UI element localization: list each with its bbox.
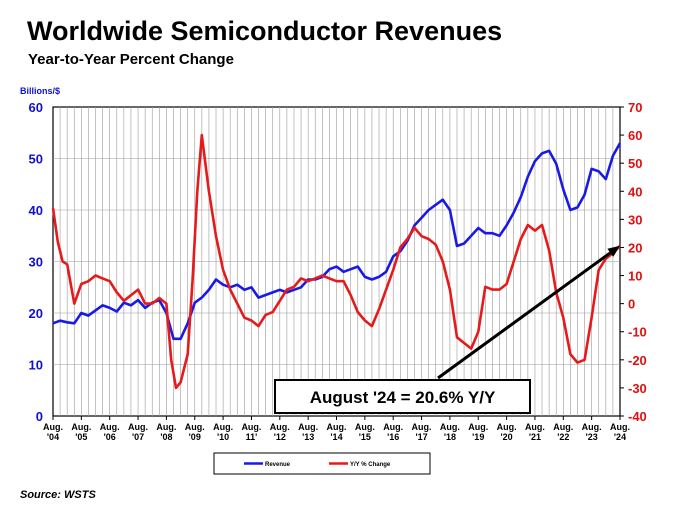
x-axis-ticks: Aug.'04Aug.'05Aug.'06Aug.'07Aug.'08Aug.'…	[43, 416, 630, 442]
left-tick-label: 20	[29, 306, 43, 321]
x-tick-label-year: '20	[501, 432, 513, 442]
right-axis-ticks: -40 -30 -20 -10 0 10 20 30 40 50 60 70	[620, 100, 647, 424]
left-tick-label: 40	[29, 203, 43, 218]
x-tick-label-month: Aug.	[383, 422, 403, 432]
annotation-box	[274, 379, 531, 414]
right-tick-label: 10	[628, 269, 642, 284]
annotation: August '24 = 20.6% Y/Y	[274, 245, 620, 414]
right-tick-label: 40	[628, 184, 642, 199]
x-tick-label-month: Aug.	[298, 422, 318, 432]
x-tick-label-year: '17	[415, 432, 427, 442]
right-tick-label: -30	[628, 381, 647, 396]
chart-subtitle: Year-to-Year Percent Change	[28, 51, 234, 68]
x-tick-label-month: Aug.	[582, 422, 602, 432]
x-tick-label-month: Aug.	[156, 422, 176, 432]
right-tick-label: 70	[628, 100, 642, 115]
x-tick-label-month: Aug.	[100, 422, 120, 432]
series-line-revenue	[52, 142, 622, 341]
left-tick-label: 50	[29, 152, 43, 167]
right-tick-label: 30	[628, 212, 642, 227]
x-tick-label-year: '19	[472, 432, 484, 442]
x-tick-label-month: Aug.	[213, 422, 233, 432]
left-tick-label: 0	[36, 409, 43, 424]
series-layer	[51, 133, 622, 390]
x-tick-label-year: '21	[529, 432, 541, 442]
x-tick-label-year: '14	[330, 432, 342, 442]
right-tick-label: 20	[628, 240, 642, 255]
x-tick-label-year: '12	[274, 432, 286, 442]
x-tick-label-year: '22	[557, 432, 569, 442]
source-note: Source: WSTS	[20, 489, 96, 501]
x-tick-label-year: '08	[160, 432, 172, 442]
x-tick-label-month: Aug.	[497, 422, 517, 432]
annotation-arrow	[437, 251, 612, 380]
x-tick-label-month: Aug.	[241, 422, 261, 432]
x-tick-label-month: Aug.	[525, 422, 545, 432]
x-tick-label-year: '16	[387, 432, 399, 442]
x-tick-label-month: Aug.	[270, 422, 290, 432]
legend-label-revenue: Revenue	[265, 462, 291, 468]
annotation-arrowhead	[607, 245, 620, 257]
x-tick-label-month: Aug.	[412, 422, 432, 432]
left-tick-label: 60	[29, 100, 43, 115]
x-tick-label-year: 11'	[246, 432, 258, 442]
annotation-text: August '24 = 20.6% Y/Y	[310, 388, 496, 407]
left-tick-label: 10	[29, 358, 43, 373]
legend: Revenue Y/Y % Change	[213, 452, 431, 475]
left-axis-ticks: 0 10 20 30 40 50 60	[29, 100, 43, 424]
legend-label-yy-change: Y/Y % Change	[350, 462, 391, 468]
x-tick-label-month: Aug.	[468, 422, 488, 432]
x-tick-label-month: Aug.	[553, 422, 573, 432]
right-tick-label: -10	[628, 325, 647, 340]
x-tick-label-month: Aug.	[71, 422, 91, 432]
x-tick-label-year: '24	[614, 432, 626, 442]
horizontal-gridlines	[53, 158, 620, 365]
x-tick-label-month: Aug.	[440, 422, 460, 432]
x-tick-label-month: Aug.	[355, 422, 375, 432]
x-tick-label-year: '07	[132, 432, 144, 442]
x-tick-label-year: '06	[104, 432, 116, 442]
legend-box	[213, 452, 431, 475]
x-tick-label-month: Aug.	[610, 422, 630, 432]
right-tick-label: 50	[628, 156, 642, 171]
x-tick-label-month: Aug.	[185, 422, 205, 432]
right-tick-label: -20	[628, 353, 647, 368]
right-tick-label: 60	[628, 128, 642, 143]
series-line-yy-change	[51, 133, 621, 390]
x-tick-label-month: Aug.	[43, 422, 63, 432]
x-tick-label-year: '15	[359, 432, 371, 442]
chart-title: Worldwide Semiconductor Revenues	[27, 16, 502, 46]
x-tick-label-year: '13	[302, 432, 314, 442]
right-tick-label: 0	[628, 297, 635, 312]
left-axis-unit: Billions/$	[20, 86, 60, 96]
x-tick-label-year: '18	[444, 432, 456, 442]
x-tick-label-year: '10	[217, 432, 229, 442]
x-tick-label-month: Aug.	[128, 422, 148, 432]
right-tick-label: -40	[628, 409, 647, 424]
x-tick-label-year: '05	[75, 432, 87, 442]
x-tick-label-year: '04	[47, 432, 59, 442]
x-tick-label-year: '23	[586, 432, 598, 442]
x-tick-label-month: Aug.	[327, 422, 347, 432]
left-tick-label: 30	[29, 255, 43, 270]
x-tick-label-year: '09	[189, 432, 201, 442]
